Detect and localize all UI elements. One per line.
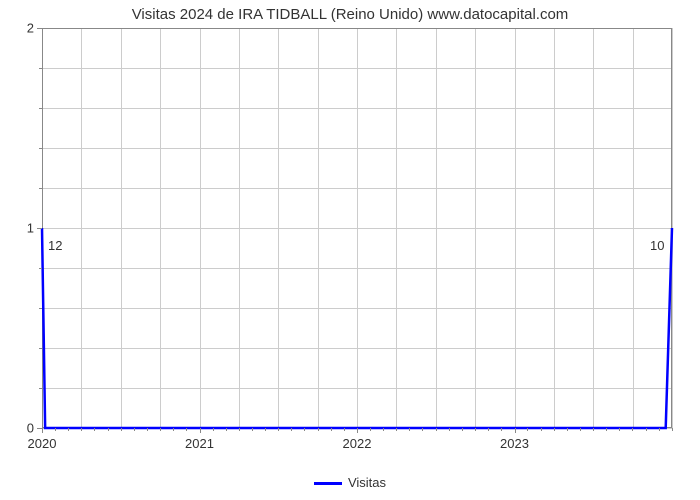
x-axis-tick bbox=[515, 428, 516, 433]
x-axis-tick bbox=[200, 428, 201, 433]
x-axis-minor-tick bbox=[160, 428, 161, 431]
x-axis-minor-tick bbox=[186, 428, 187, 431]
y-axis-minor-tick bbox=[39, 388, 42, 389]
x-axis-minor-tick bbox=[134, 428, 135, 431]
y-axis-minor-tick bbox=[39, 308, 42, 309]
x-axis-minor-tick bbox=[304, 428, 305, 431]
x-axis-minor-tick bbox=[632, 428, 633, 431]
x-axis-minor-tick bbox=[265, 428, 266, 431]
x-axis-minor-tick bbox=[396, 428, 397, 431]
x-axis-tick-label: 2021 bbox=[185, 436, 214, 451]
x-axis-minor-tick bbox=[541, 428, 542, 431]
x-axis-minor-tick bbox=[213, 428, 214, 431]
x-axis-minor-tick bbox=[81, 428, 82, 431]
x-axis-minor-tick bbox=[646, 428, 647, 431]
y-axis-minor-tick bbox=[39, 188, 42, 189]
x-axis-tick-label: 2023 bbox=[500, 436, 529, 451]
legend-swatch bbox=[314, 482, 342, 485]
data-point-label: 12 bbox=[48, 238, 62, 253]
y-axis-tick-label: 1 bbox=[14, 221, 34, 236]
x-axis-minor-tick bbox=[475, 428, 476, 431]
x-axis-minor-tick bbox=[55, 428, 56, 431]
x-axis-minor-tick bbox=[567, 428, 568, 431]
y-axis-tick-label: 0 bbox=[14, 421, 34, 436]
x-axis-minor-tick bbox=[383, 428, 384, 431]
x-axis-minor-tick bbox=[422, 428, 423, 431]
x-axis-minor-tick bbox=[68, 428, 69, 431]
x-axis-minor-tick bbox=[344, 428, 345, 431]
x-axis-minor-tick bbox=[672, 428, 673, 431]
x-axis-minor-tick bbox=[121, 428, 122, 431]
x-axis-minor-tick bbox=[593, 428, 594, 431]
legend-label: Visitas bbox=[348, 475, 386, 490]
x-axis-minor-tick bbox=[488, 428, 489, 431]
y-axis-tick bbox=[37, 228, 42, 229]
x-axis-minor-tick bbox=[318, 428, 319, 431]
x-axis-minor-tick bbox=[580, 428, 581, 431]
x-axis-minor-tick bbox=[147, 428, 148, 431]
y-axis-minor-tick bbox=[39, 348, 42, 349]
data-line-layer bbox=[0, 0, 700, 500]
x-axis-minor-tick bbox=[409, 428, 410, 431]
x-axis-minor-tick bbox=[94, 428, 95, 431]
y-axis-tick bbox=[37, 28, 42, 29]
x-axis-minor-tick bbox=[554, 428, 555, 431]
x-axis-minor-tick bbox=[108, 428, 109, 431]
x-axis-minor-tick bbox=[606, 428, 607, 431]
x-axis-minor-tick bbox=[659, 428, 660, 431]
legend: Visitas bbox=[0, 475, 700, 490]
x-axis-minor-tick bbox=[291, 428, 292, 431]
x-axis-minor-tick bbox=[252, 428, 253, 431]
x-axis-tick-label: 2022 bbox=[343, 436, 372, 451]
x-axis-minor-tick bbox=[527, 428, 528, 431]
data-point-label: 10 bbox=[650, 238, 664, 253]
y-axis-minor-tick bbox=[39, 108, 42, 109]
x-axis-minor-tick bbox=[278, 428, 279, 431]
data-series-line bbox=[42, 228, 672, 428]
x-axis-minor-tick bbox=[239, 428, 240, 431]
x-axis-minor-tick bbox=[619, 428, 620, 431]
y-axis-minor-tick bbox=[39, 268, 42, 269]
x-axis-minor-tick bbox=[449, 428, 450, 431]
x-axis-minor-tick bbox=[436, 428, 437, 431]
x-axis-minor-tick bbox=[331, 428, 332, 431]
x-axis-minor-tick bbox=[501, 428, 502, 431]
x-axis-minor-tick bbox=[226, 428, 227, 431]
x-axis-tick bbox=[42, 428, 43, 433]
x-axis-minor-tick bbox=[370, 428, 371, 431]
x-axis-minor-tick bbox=[462, 428, 463, 431]
chart-container: Visitas 2024 de IRA TIDBALL (Reino Unido… bbox=[0, 0, 700, 500]
x-axis-tick-label: 2020 bbox=[28, 436, 57, 451]
x-axis-minor-tick bbox=[173, 428, 174, 431]
y-axis-minor-tick bbox=[39, 68, 42, 69]
y-axis-tick-label: 2 bbox=[14, 21, 34, 36]
y-axis-minor-tick bbox=[39, 148, 42, 149]
x-axis-tick bbox=[357, 428, 358, 433]
